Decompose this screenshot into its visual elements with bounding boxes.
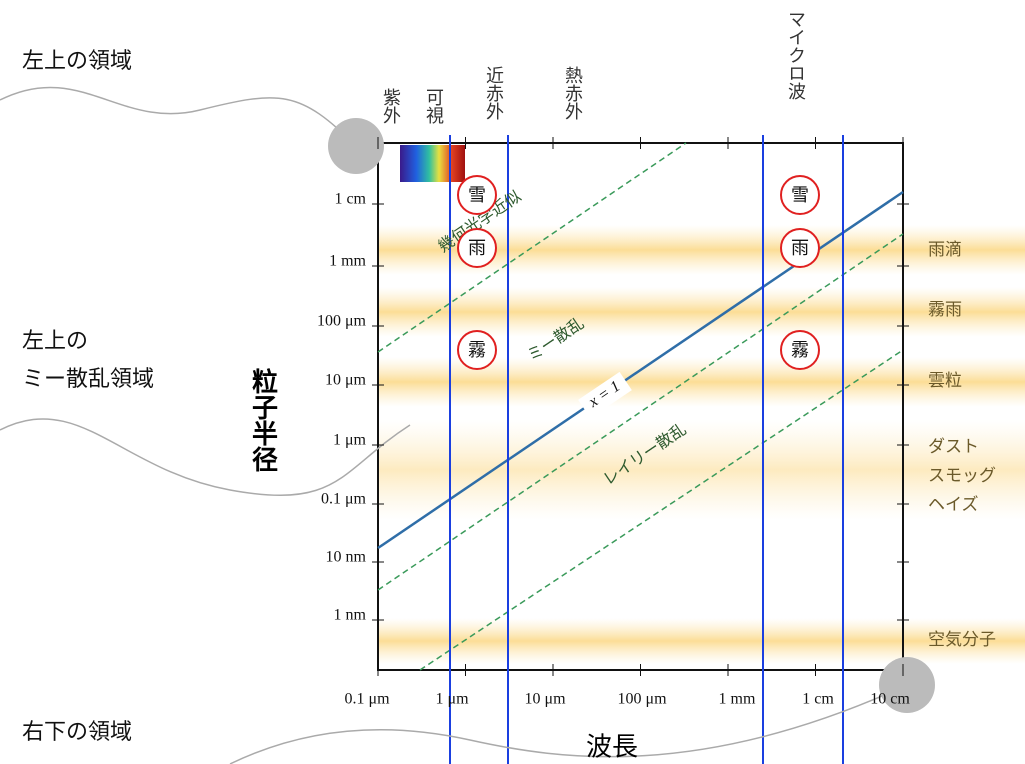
marker-label: 霧 <box>468 340 486 361</box>
annotation: 左上の領域 <box>22 49 132 74</box>
spectrum-label: 近赤外 <box>483 66 504 120</box>
y-tick-label: 1 nm <box>334 607 367 624</box>
marker-circle <box>457 175 497 215</box>
y-tick-label: 1 mm <box>329 253 366 270</box>
marker-label: 霧 <box>791 340 809 361</box>
handle[interactable] <box>879 657 935 713</box>
y-tick-label: 0.1 μm <box>321 491 367 508</box>
y-tick-label: 10 nm <box>326 549 367 566</box>
y-tick-label: 100 μm <box>317 313 367 330</box>
y-tick-label: 1 cm <box>334 191 366 208</box>
annotation: 左上の <box>22 329 88 354</box>
particle-label: 霧雨 <box>928 300 962 320</box>
particle-label: スモッグ <box>928 466 996 486</box>
marker-label: 雪 <box>468 185 486 206</box>
particle-label: 空気分子 <box>928 630 996 650</box>
particle-label: 雨滴 <box>928 240 962 260</box>
x-tick-label: 10 cm <box>870 691 910 708</box>
x-tick-label: 0.1 μm <box>344 691 390 708</box>
particle-label: ヘイズ <box>928 495 979 515</box>
marker-label: 雨 <box>468 238 486 259</box>
x-tick-label: 1 mm <box>719 691 756 708</box>
particle-label: 雲粒 <box>928 371 962 391</box>
handle[interactable] <box>328 118 384 174</box>
marker-circle <box>780 175 820 215</box>
annotation: 右下の領域 <box>22 720 132 745</box>
marker-circle <box>457 228 497 268</box>
marker-circle <box>457 330 497 370</box>
spectrum-label: 紫外 <box>380 88 401 124</box>
spectrum-label: 可視 <box>423 88 444 125</box>
x-tick-label: 1 cm <box>802 691 834 708</box>
callout-curves <box>0 86 908 764</box>
x-axis-title: 波長 <box>586 733 638 763</box>
particle-label: ダスト <box>928 437 979 457</box>
marker-label: 雪 <box>791 185 809 206</box>
marker-label: 雨 <box>791 238 809 259</box>
spectrum-label: マイクロ波 <box>785 10 806 100</box>
marker-circle <box>780 228 820 268</box>
bands <box>378 225 1025 664</box>
annotation: ミー散乱領域 <box>22 367 154 392</box>
y-axis-title: 粒子半径 <box>248 367 278 473</box>
marker-circle <box>780 330 820 370</box>
band-lines <box>449 135 844 764</box>
x-tick-label: 1 μm <box>435 691 469 708</box>
x-tick-label: 100 μm <box>617 691 667 708</box>
spectrum-label: 熱赤外 <box>562 66 583 120</box>
y-tick-label: 10 μm <box>325 372 367 389</box>
spectrum-bar <box>400 145 465 182</box>
y-tick-label: 1 μm <box>333 432 367 449</box>
x-tick-label: 10 μm <box>524 691 566 708</box>
